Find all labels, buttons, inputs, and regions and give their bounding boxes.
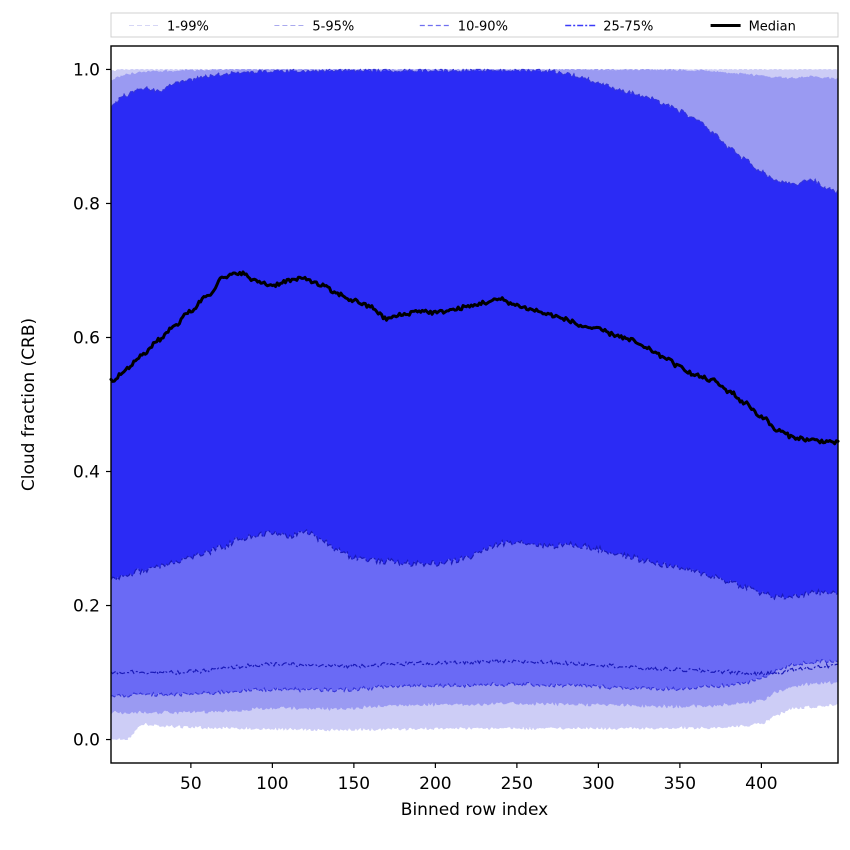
p75-edge-line bbox=[110, 528, 839, 601]
axes: 0.0 0.2 0.4 0.6 0.8 1.0 50 100 150 200 250 300 350 4… bbox=[73, 45, 839, 794]
plot-border bbox=[110, 45, 839, 764]
x-tick-label: 50 bbox=[180, 774, 202, 794]
x-tick-label: 250 bbox=[501, 774, 533, 794]
y-tick-label: 0.6 bbox=[73, 328, 100, 348]
band-25-75-area bbox=[111, 69, 838, 600]
legend-label-median[interactable]: Median bbox=[749, 20, 796, 35]
y-tick-label: 0.2 bbox=[73, 597, 100, 617]
legend-label-5-95[interactable]: 5-95% bbox=[312, 20, 354, 35]
x-tick-label: 400 bbox=[745, 774, 777, 794]
chart-legend[interactable]: 1-99% 5-95% 10-90% 25-75% Median bbox=[110, 12, 839, 38]
p10-edge-line bbox=[110, 658, 839, 698]
p25-edge-line bbox=[110, 659, 839, 678]
x-axis-ticks: 50 100 150 200 250 300 350 400 bbox=[180, 763, 778, 794]
p05-edge-line bbox=[110, 680, 839, 715]
x-tick-label: 200 bbox=[419, 774, 451, 794]
y-tick-label: 1.0 bbox=[73, 60, 100, 80]
x-tick-label: 300 bbox=[582, 774, 614, 794]
legend-label-1-99[interactable]: 1-99% bbox=[167, 20, 209, 35]
p95-edge-line bbox=[110, 68, 839, 82]
y-tick-label: 0.4 bbox=[73, 463, 100, 483]
p01-edge-line bbox=[110, 703, 839, 741]
x-axis-title: Binned row index bbox=[401, 800, 548, 820]
median-line bbox=[109, 270, 840, 446]
percentile-edge-lines bbox=[110, 68, 839, 741]
x-tick-label: 150 bbox=[338, 774, 370, 794]
y-axis-ticks: 0.0 0.2 0.4 0.6 0.8 1.0 bbox=[73, 60, 111, 751]
legend-label-10-90[interactable]: 10-90% bbox=[458, 20, 508, 35]
legend-label-25-75[interactable]: 25-75% bbox=[603, 20, 653, 35]
y-axis-title: Cloud fraction (CRB) bbox=[19, 318, 39, 491]
x-tick-label: 350 bbox=[664, 774, 696, 794]
band-layers bbox=[111, 69, 838, 740]
x-tick-label: 100 bbox=[256, 774, 288, 794]
p90-edge-line bbox=[110, 68, 839, 194]
y-tick-label: 0.8 bbox=[73, 194, 100, 214]
y-tick-label: 0.0 bbox=[73, 731, 100, 751]
